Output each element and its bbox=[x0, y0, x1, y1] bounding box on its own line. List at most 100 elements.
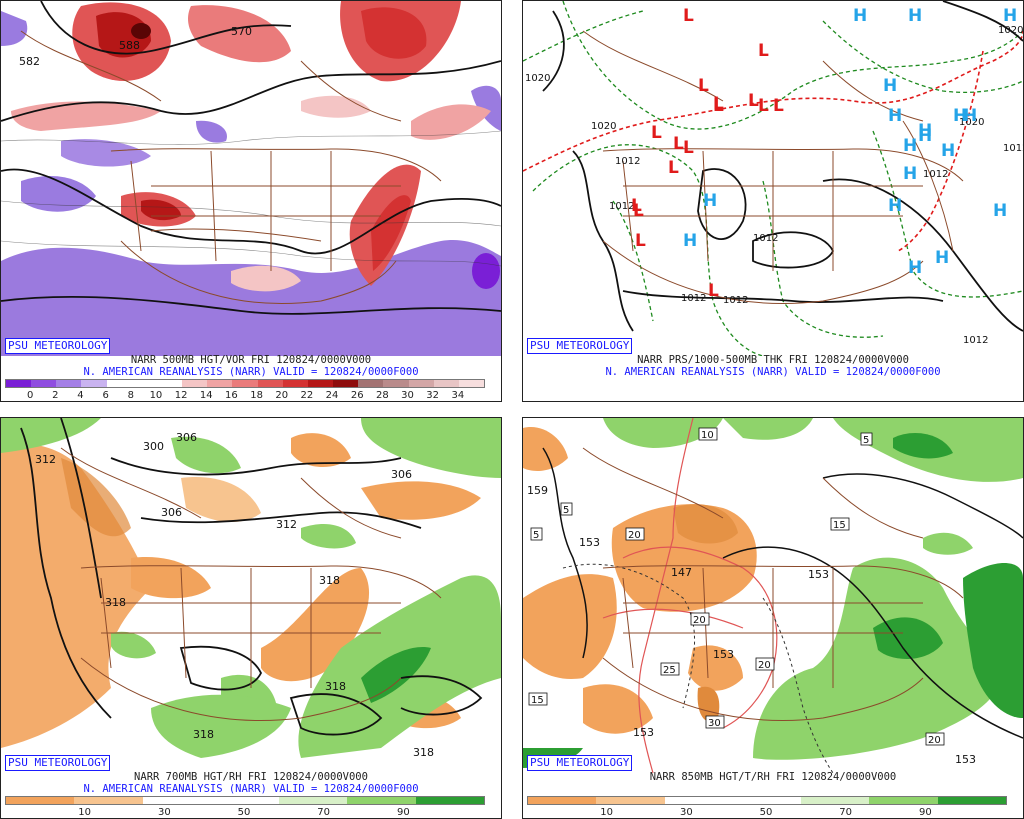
svg-text:20: 20 bbox=[758, 660, 771, 671]
svg-text:5: 5 bbox=[563, 505, 569, 516]
panel-pressure-thickness: 1020 1020 1012 1012 1012 1012 1012 1020 … bbox=[522, 0, 1024, 402]
contour-label: 582 bbox=[19, 55, 40, 68]
isobar-label: 1012 bbox=[609, 201, 634, 212]
panel-title: NARR PRS/1000-500MB THK FRI 120824/0000V… bbox=[637, 354, 909, 366]
colorbar-swatch bbox=[74, 797, 143, 804]
height-label: 312 bbox=[276, 518, 297, 531]
height-label: 153 bbox=[579, 536, 600, 549]
height-label: 318 bbox=[325, 680, 346, 693]
isobar-label: 1012 bbox=[723, 295, 748, 306]
contour-label: 588 bbox=[119, 39, 140, 52]
height-label: 306 bbox=[161, 506, 182, 519]
low-pressure-marker: L bbox=[713, 96, 724, 116]
colorbar-swatch bbox=[182, 380, 208, 387]
low-pressure-marker: L bbox=[683, 138, 694, 158]
height-label: 153 bbox=[633, 726, 654, 739]
vorticity-colorbar-ticks: 0 2 4 6 8 10 12 14 16 18 20 22 24 26 28 30 32 34 bbox=[5, 390, 483, 401]
high-pressure-marker: H bbox=[993, 201, 1007, 221]
high-pressure-marker: H bbox=[1003, 6, 1017, 26]
rh-colorbar-ticks: 10 30 50 70 90 bbox=[527, 807, 1005, 818]
temperature-box-label: 20 bbox=[755, 657, 775, 671]
psu-meteorology-badge: PSU METEOROLOGY bbox=[5, 338, 111, 354]
temperature-box-label: 5 bbox=[530, 527, 543, 541]
high-pressure-marker: H bbox=[918, 121, 932, 141]
colorbar-swatch bbox=[801, 797, 870, 804]
isobar-label: 1012 bbox=[681, 293, 706, 304]
low-pressure-marker: L bbox=[635, 231, 646, 251]
colorbar-tick-label: 90 bbox=[396, 807, 410, 818]
height-label: 318 bbox=[193, 728, 214, 741]
svg-text:20: 20 bbox=[928, 735, 941, 746]
height-label: 300 bbox=[143, 440, 164, 453]
temperature-box-label: 30 bbox=[705, 715, 725, 729]
high-pressure-marker: H bbox=[853, 6, 867, 26]
height-label: 318 bbox=[105, 596, 126, 609]
svg-text:20: 20 bbox=[693, 615, 706, 626]
high-pressure-marker: H bbox=[888, 196, 902, 216]
temperature-box-label: 20 bbox=[690, 612, 710, 626]
colorbar-tick-label: 14 bbox=[199, 390, 213, 401]
svg-text:15: 15 bbox=[531, 695, 544, 706]
high-pressure-marker: H bbox=[683, 231, 697, 251]
high-pressure-marker: H bbox=[963, 106, 977, 126]
colorbar-swatch bbox=[142, 797, 211, 804]
colorbar-swatch bbox=[279, 797, 348, 804]
psu-meteorology-badge: PSU METEOROLOGY bbox=[527, 338, 633, 354]
temperature-box-label: 5 bbox=[860, 432, 873, 446]
height-label: 306 bbox=[391, 468, 412, 481]
temperature-box-label: 25 bbox=[660, 662, 680, 676]
low-pressure-marker: L bbox=[758, 41, 769, 61]
height-label: 312 bbox=[35, 453, 56, 466]
low-pressure-marker: L bbox=[683, 6, 694, 26]
colorbar-swatch bbox=[415, 797, 484, 804]
rh-colorbar bbox=[527, 796, 1007, 805]
colorbar-tick-label: 70 bbox=[839, 807, 853, 818]
high-pressure-marker: H bbox=[941, 141, 955, 161]
colorbar-tick-label: 6 bbox=[102, 390, 109, 401]
panel-500mb-vorticity: 582 588 570 PSU METEOROLOGY NARR 500MB H… bbox=[0, 0, 502, 402]
colorbar-swatch bbox=[6, 797, 75, 804]
colorbar-swatch bbox=[6, 380, 32, 387]
low-pressure-marker: L bbox=[713, 94, 724, 114]
colorbar-tick-label: 20 bbox=[275, 390, 289, 401]
height-label: 306 bbox=[176, 431, 197, 444]
colorbar-tick-label: 24 bbox=[325, 390, 339, 401]
temperature-box-label: 10 bbox=[698, 427, 718, 441]
svg-text:5: 5 bbox=[533, 530, 539, 541]
low-pressure-marker: L bbox=[651, 123, 662, 143]
colorbar-swatch bbox=[131, 380, 157, 387]
temperature-box-label: 15 bbox=[830, 517, 850, 531]
low-pressure-marker: L bbox=[698, 76, 709, 96]
colorbar-swatch bbox=[232, 380, 258, 387]
svg-text:15: 15 bbox=[833, 520, 846, 531]
isobar-label: 1012 bbox=[753, 233, 778, 244]
low-pressure-marker: L bbox=[668, 158, 679, 178]
height-label: 153 bbox=[955, 753, 976, 766]
isobar-label: 1012 bbox=[923, 169, 948, 180]
colorbar-tick-label: 8 bbox=[127, 390, 134, 401]
low-pressure-marker: L bbox=[708, 281, 719, 301]
colorbar-tick-label: 0 bbox=[26, 390, 34, 401]
vorticity-map: 582 588 570 bbox=[1, 1, 501, 356]
isobar-label: 1020 bbox=[959, 117, 984, 128]
high-pressure-marker: H bbox=[703, 191, 717, 211]
colorbar-tick-label: 26 bbox=[350, 390, 364, 401]
contour-label: 570 bbox=[231, 25, 252, 38]
colorbar-tick-label: 34 bbox=[451, 390, 465, 401]
vorticity-colorbar bbox=[5, 379, 485, 388]
colorbar-tick-label: 10 bbox=[78, 807, 92, 818]
colorbar-tick-label: 10 bbox=[600, 807, 614, 818]
high-pressure-marker: H bbox=[883, 76, 897, 96]
colorbar-tick-label: 50 bbox=[237, 807, 251, 818]
panel-title: NARR 500MB HGT/VOR FRI 120824/0000V000 bbox=[130, 354, 372, 366]
colorbar-swatch bbox=[528, 797, 597, 804]
height-label: 159 bbox=[527, 484, 548, 497]
colorbar-swatch bbox=[433, 380, 459, 387]
high-pressure-marker: H bbox=[918, 126, 932, 146]
low-pressure-marker: L bbox=[773, 96, 784, 116]
panel-valid-time: N. AMERICAN REANALYSIS (NARR) VALID = 12… bbox=[83, 783, 419, 795]
temperature-box-label: 20 bbox=[625, 527, 645, 541]
low-pressure-marker: L bbox=[748, 91, 759, 111]
colorbar-tick-label: 10 bbox=[149, 390, 163, 401]
